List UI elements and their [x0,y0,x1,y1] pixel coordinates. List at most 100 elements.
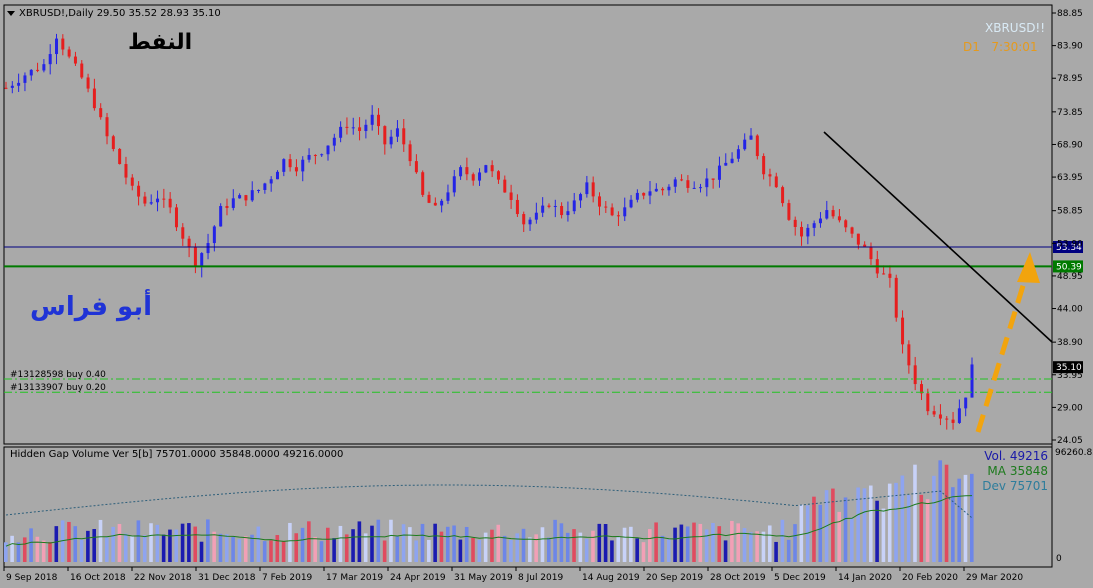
candle-body [86,77,90,89]
candle-body [4,87,8,89]
candle-body [736,149,740,159]
volume-bar [723,540,728,562]
candle-body [383,126,387,145]
volume-bar [622,527,627,562]
volume-bar [256,526,261,562]
candle-body [124,164,128,178]
volume-bar [805,505,810,562]
candle-body [850,227,854,234]
volume-bar [67,521,71,562]
candle-body [61,38,65,50]
candle-body [547,205,551,207]
volume-bar [559,523,564,562]
candle-body [105,117,109,137]
order-lines: #13128598 buy 0.40 #13133907 buy 0.20 [4,370,1052,393]
candle-body [673,179,677,187]
volume-bar [490,529,494,562]
candle-body [389,136,393,145]
candle-body [263,183,267,190]
volume-bar [900,475,905,562]
candle-body [705,178,709,188]
volume-bar [711,522,715,562]
candle-body [174,207,178,228]
candle-body [831,210,835,217]
ma-value: 35848 [1009,464,1048,478]
candle-body [863,244,867,248]
time-tick-label: 16 Oct 2018 [70,573,126,583]
candle-body [345,126,349,128]
candle-body [313,154,317,156]
volume-bar [534,534,538,562]
time-tick-label: 14 Jan 2020 [838,573,892,583]
volume-bar [420,523,425,562]
candle-body [269,179,273,184]
candle-body [629,199,633,208]
volume-bar [540,527,545,562]
time-axis-labels: 9 Sep 2018 16 Oct 2018 22 Nov 2018 31 Dec 2… [3,567,1023,583]
candle-body [781,187,785,204]
volume-bar [35,536,40,562]
volume-bar [439,531,444,562]
volume-bar [363,533,368,562]
volume-bar [963,474,968,562]
volume-bar [881,508,886,562]
candle-body [377,114,381,127]
volume-bar [136,520,141,562]
price-tick-label: 58.85 [1057,207,1083,217]
symbol-header[interactable]: XBRUSD!,Daily 29.50 35.52 28.93 35.10 [7,8,221,19]
volume-bar [433,523,437,562]
candle-body [919,384,923,394]
candle-body [206,243,210,254]
volume-bar [692,522,696,562]
level-price-label: 50.39 [1056,262,1082,272]
volume-bar [862,488,867,562]
candle-body [882,273,886,275]
trendline[interactable] [823,131,1053,343]
volume-bar [970,473,974,562]
candle-body [282,159,286,172]
candle-body [370,114,374,125]
candle-body [149,202,153,204]
ma-label: MA [987,464,1006,478]
candle-body [137,185,141,197]
time-tick-label: 20 Feb 2020 [902,573,958,583]
volume-bar [736,523,740,562]
candle-body [118,148,122,165]
level-price-label: 35.10 [1056,363,1082,373]
volume-bar [29,528,33,562]
volume-bar [105,537,109,562]
volume-bar [92,529,96,562]
volume-bar [168,529,172,562]
candle-body [938,414,942,419]
time-tick-label: 14 Aug 2019 [582,573,640,583]
volume-bar [427,539,431,562]
volume-bar [60,520,65,562]
level-price-box [1053,260,1083,273]
volume-bar [250,534,254,562]
candle-body [667,186,671,191]
volume-bar [629,526,633,562]
symbol-header-text: XBRUSD!,Daily 29.50 35.52 28.93 35.10 [19,8,221,19]
candle-body [414,161,418,173]
price-axis-labels: 88.85 83.90 78.95 73.85 68.90 63.95 58.85 53.90… [1052,9,1083,446]
volume-bar [477,539,482,562]
volume-bar [212,531,216,562]
candle-body [945,418,949,420]
volume-bar [111,526,115,562]
volume-bar [187,523,191,562]
candle-body [907,344,911,366]
candle-body [80,63,84,78]
volume-bar [22,537,27,562]
candle-body [181,227,185,239]
vol-label: Vol. [984,449,1006,463]
main-chart-panel[interactable] [3,4,1053,445]
volume-bar [307,521,311,562]
forecast-arrow-shaft[interactable] [975,275,1029,433]
candle-body [55,38,59,55]
volume-bar [584,538,589,562]
volume-bar [730,520,734,562]
time-tick-label: 20 Sep 2019 [646,573,703,583]
volume-bar [894,482,898,562]
dev-value: 75701 [1009,479,1048,493]
